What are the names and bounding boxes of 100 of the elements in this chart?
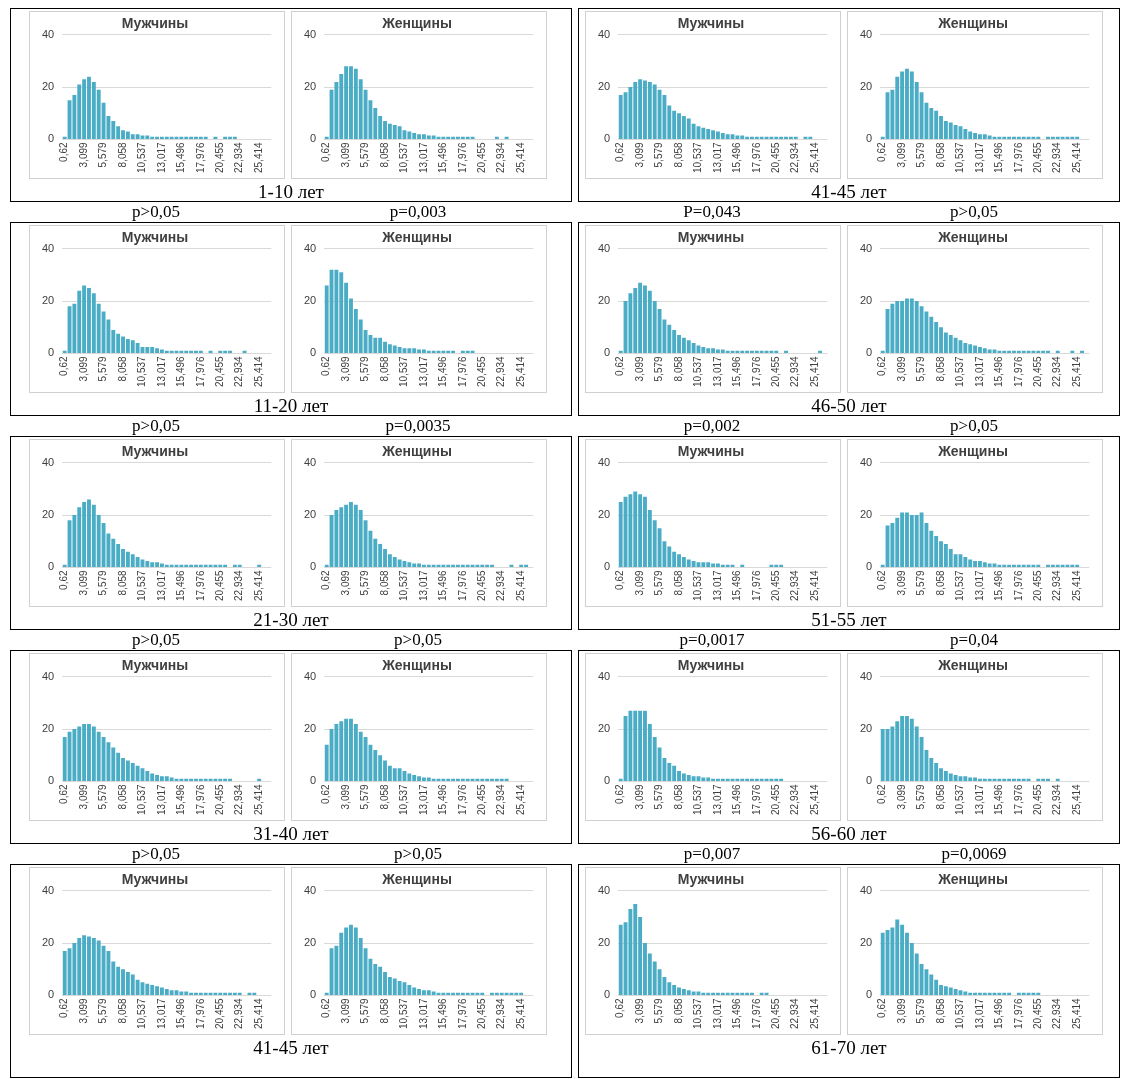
chart-title: Мужчины xyxy=(677,871,745,888)
bar xyxy=(1031,350,1036,353)
x-tick-label: 25,414 xyxy=(1070,997,1082,1030)
chart-title: Женщины xyxy=(381,15,452,32)
x-tick-label: 15,496 xyxy=(993,997,1005,1030)
x-tick-label: 5,579 xyxy=(915,997,927,1024)
x-tick-label: 3,099 xyxy=(77,569,89,596)
y-tick-label: 20 xyxy=(41,80,55,93)
x-tick-label: 22,934 xyxy=(233,355,245,388)
bar xyxy=(997,136,1002,139)
x-tick-label: 17,976 xyxy=(456,997,468,1030)
bar xyxy=(203,778,208,781)
bar xyxy=(735,992,740,995)
x-tick-label: 17,976 xyxy=(750,141,762,174)
bar xyxy=(441,350,446,353)
bar xyxy=(106,950,111,995)
bar xyxy=(237,992,242,995)
bar xyxy=(465,350,470,353)
bar xyxy=(769,136,774,139)
bar xyxy=(441,778,446,781)
x-tick-label: 8,058 xyxy=(672,783,684,810)
bar xyxy=(334,509,339,567)
x-tick-label: 5,579 xyxy=(915,569,927,596)
x-tick-label: 0,62 xyxy=(320,141,332,162)
bar xyxy=(735,350,740,353)
x-tick-label: 20,455 xyxy=(214,569,226,602)
x-tick-label: 25,414 xyxy=(252,997,264,1030)
y-tick-label: 40 xyxy=(859,27,873,40)
x-tick-label: 0,62 xyxy=(320,997,332,1018)
bar xyxy=(987,349,992,353)
bar xyxy=(407,562,412,567)
bar xyxy=(992,349,997,353)
y-tick-label: 40 xyxy=(41,241,55,254)
x-tick-label: 8,058 xyxy=(116,783,128,810)
x-tick-label: 13,017 xyxy=(973,141,985,174)
x-tick-label: 22,934 xyxy=(789,783,801,816)
x-tick-label: 25,414 xyxy=(252,783,264,816)
x-tick-label: 13,017 xyxy=(155,997,167,1030)
x-tick-label: 0,62 xyxy=(876,355,888,376)
y-tick-label: 20 xyxy=(859,508,873,521)
x-tick-label: 22,934 xyxy=(495,783,507,816)
bar xyxy=(465,564,470,567)
text: p>0,05 xyxy=(131,416,181,436)
chart-title: Женщины xyxy=(937,229,1008,246)
bar xyxy=(213,564,218,567)
bar xyxy=(1055,350,1060,353)
x-tick-label: 22,934 xyxy=(1051,569,1063,602)
bar xyxy=(691,991,696,995)
y-tick-label: 40 xyxy=(859,669,873,682)
text: 46-50 лет xyxy=(810,395,888,417)
bar xyxy=(1021,350,1026,353)
x-tick-label: 8,058 xyxy=(934,783,946,810)
text: p>0,05 xyxy=(131,630,181,650)
y-tick-label: 40 xyxy=(859,455,873,468)
text: p=0,003 xyxy=(388,202,448,222)
bar xyxy=(1031,564,1036,567)
x-tick-label: 25,414 xyxy=(808,141,820,174)
y-tick-label: 20 xyxy=(597,936,611,949)
y-tick-label: 0 xyxy=(604,346,611,359)
x-tick-label: 20,455 xyxy=(476,569,488,602)
bar xyxy=(407,773,412,781)
x-tick-label: 8,058 xyxy=(116,569,128,596)
x-tick-label: 3,099 xyxy=(633,141,645,168)
bar xyxy=(203,564,208,567)
chart-title: Женщины xyxy=(381,871,452,888)
x-tick-label: 13,017 xyxy=(155,783,167,816)
bar xyxy=(725,992,730,995)
bar xyxy=(759,992,764,995)
chart-title: Мужчины xyxy=(121,15,189,32)
x-tick-label: 22,934 xyxy=(789,141,801,174)
y-tick-label: 20 xyxy=(859,936,873,949)
y-tick-label: 0 xyxy=(310,774,317,787)
x-tick-label: 13,017 xyxy=(417,783,429,816)
x-tick-label: 20,455 xyxy=(770,569,782,602)
bar xyxy=(618,924,623,995)
chart-title: Женщины xyxy=(937,443,1008,460)
x-tick-label: 13,017 xyxy=(417,141,429,174)
bar xyxy=(987,135,992,139)
x-tick-label: 8,058 xyxy=(378,783,390,810)
x-tick-label: 17,976 xyxy=(750,783,762,816)
x-tick-label: 25,414 xyxy=(808,997,820,1030)
x-tick-label: 3,099 xyxy=(339,141,351,168)
bar xyxy=(953,337,958,353)
x-tick-label: 10,537 xyxy=(692,355,704,388)
bar xyxy=(519,564,524,567)
y-tick-label: 0 xyxy=(866,988,873,1001)
chart-title: Мужчины xyxy=(121,443,189,460)
x-tick-label: 3,099 xyxy=(895,997,907,1024)
bar xyxy=(818,350,822,353)
text: p=0,007 xyxy=(682,844,742,864)
bar xyxy=(179,564,184,567)
bar xyxy=(953,774,958,781)
bar xyxy=(1031,136,1036,139)
x-tick-label: 20,455 xyxy=(770,355,782,388)
x-tick-label: 25,414 xyxy=(808,355,820,388)
x-tick-label: 3,099 xyxy=(339,783,351,810)
x-tick-label: 25,414 xyxy=(252,569,264,602)
bar xyxy=(145,983,150,995)
x-tick-label: 3,099 xyxy=(633,355,645,382)
chart-title: Мужчины xyxy=(121,657,189,674)
